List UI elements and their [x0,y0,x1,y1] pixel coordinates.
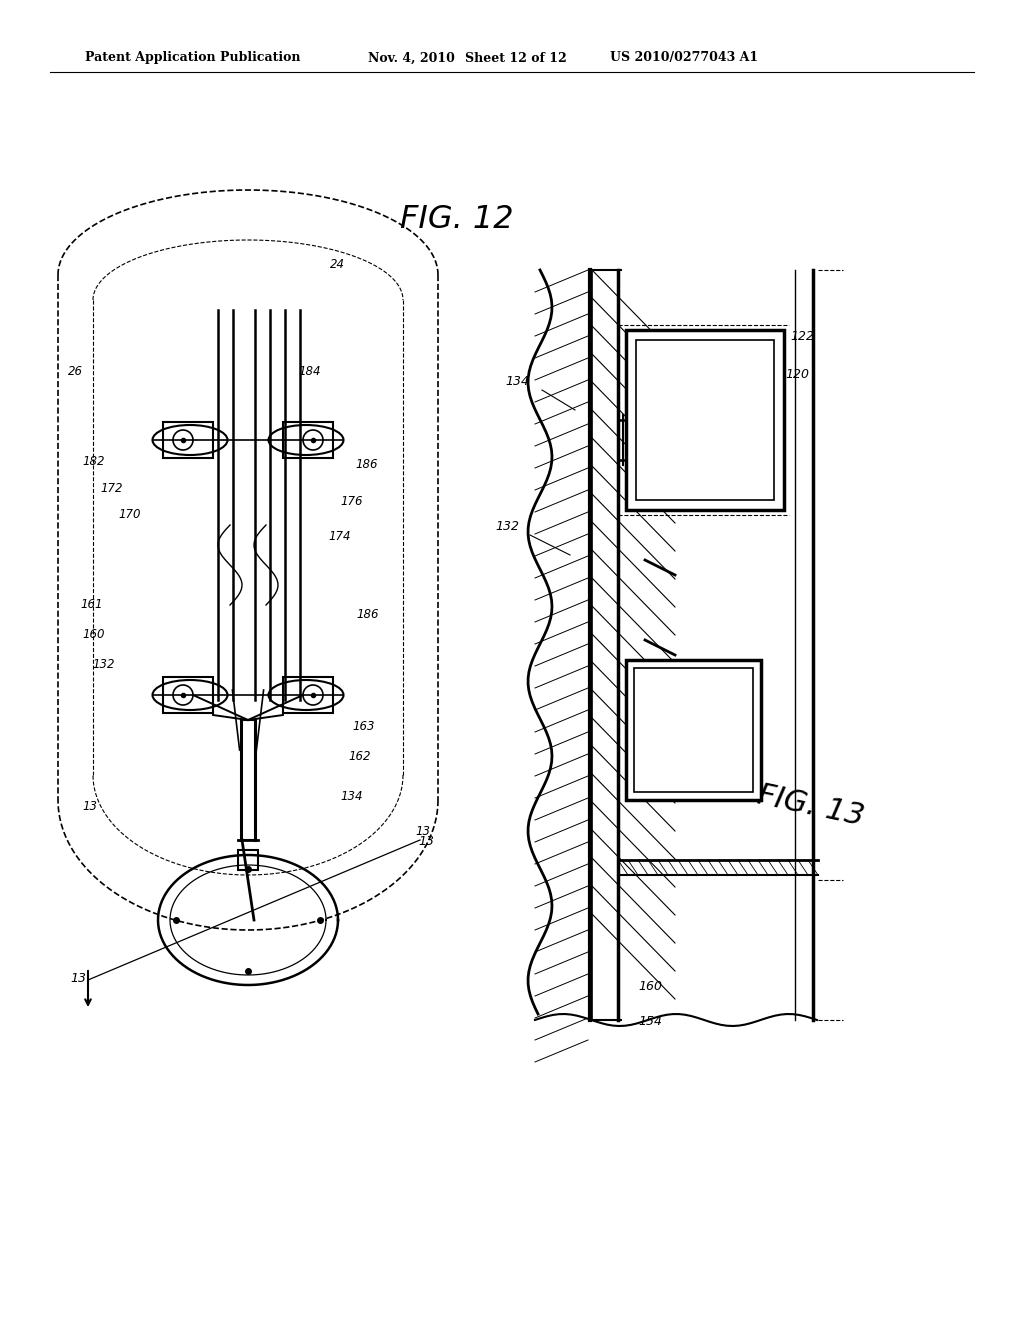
Text: 184: 184 [298,366,321,378]
Text: US 2010/0277043 A1: US 2010/0277043 A1 [610,51,758,65]
Bar [238,850,258,870]
Text: 163: 163 [352,719,375,733]
Text: 160: 160 [82,628,104,642]
Text: 172: 172 [100,482,123,495]
Text: FIG. 13: FIG. 13 [755,780,867,832]
Bar [163,677,213,713]
Bar [626,330,784,510]
Text: 13: 13 [415,825,430,838]
Text: 26: 26 [68,366,83,378]
Text: 120: 120 [785,368,809,381]
Text: 182: 182 [82,455,104,469]
Text: 13: 13 [70,972,86,985]
Text: 13: 13 [82,800,97,813]
Text: Nov. 4, 2010: Nov. 4, 2010 [368,51,455,65]
Text: 186: 186 [356,609,379,620]
Text: 174: 174 [328,531,350,543]
Text: 160: 160 [638,979,662,993]
Text: 176: 176 [340,495,362,508]
Text: 161: 161 [80,598,102,611]
Text: Patent Application Publication: Patent Application Publication [85,51,300,65]
Bar [163,422,213,458]
Text: 134: 134 [505,375,529,388]
Bar [283,422,333,458]
Text: 162: 162 [348,750,371,763]
Text: 134: 134 [340,789,362,803]
Text: 132: 132 [495,520,519,533]
Text: 132: 132 [92,657,115,671]
Text: 154: 154 [638,1015,662,1028]
Text: 122: 122 [790,330,814,343]
Text: Sheet 12 of 12: Sheet 12 of 12 [465,51,566,65]
Bar [636,341,774,500]
Bar [283,677,333,713]
Text: 170: 170 [118,508,140,521]
Text: FIG. 12: FIG. 12 [400,205,514,235]
Text: 13: 13 [418,836,434,847]
Text: 186: 186 [355,458,378,471]
Text: 24: 24 [330,257,345,271]
Bar [626,660,761,800]
Bar [634,668,753,792]
